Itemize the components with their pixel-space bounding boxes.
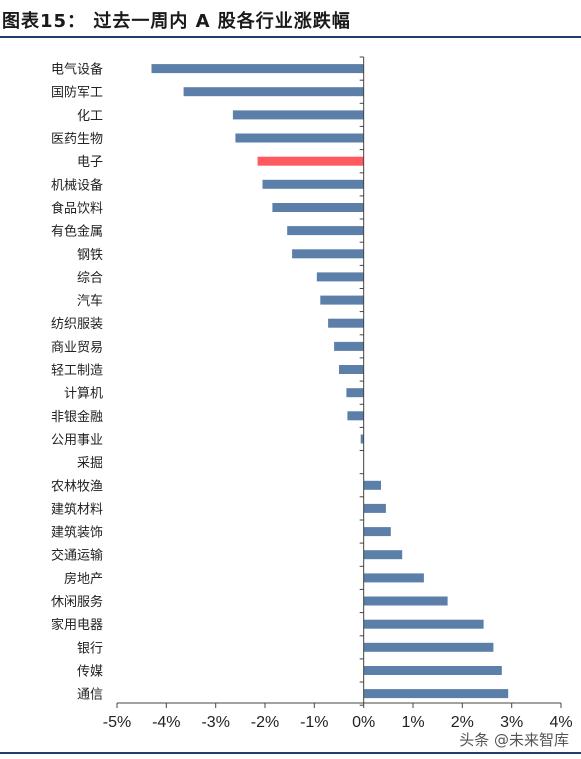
bar-建筑材料 (363, 503, 386, 513)
x-tick-label: -1% (300, 714, 328, 731)
bar-公用事业 (360, 434, 364, 444)
category-label: 医药生物 (51, 132, 103, 147)
bar-休闲服务 (363, 596, 448, 606)
x-tick-label: 4% (549, 714, 572, 731)
x-tick-label: -4% (152, 714, 180, 731)
category-label: 建筑材料 (51, 501, 103, 517)
category-label: 化工 (77, 109, 103, 124)
category-label: 汽车 (77, 293, 103, 309)
category-label: 商业贸易 (51, 340, 103, 355)
bar-轻工制造 (339, 365, 364, 374)
category-label: 电子 (77, 155, 103, 170)
bar-通信 (363, 689, 509, 699)
category-label: 计算机 (64, 387, 103, 402)
category-label: 电气设备 (51, 62, 103, 78)
bar-机械设备 (262, 179, 364, 189)
bar-汽车 (320, 295, 364, 305)
bar-化工 (232, 110, 364, 120)
bar-纺织服装 (328, 318, 364, 328)
bar-商业贸易 (334, 341, 364, 351)
category-label: 国防军工 (51, 85, 103, 101)
x-tick-label: 3% (500, 714, 523, 731)
bar-有色金属 (287, 226, 364, 236)
bar-房地产 (363, 573, 424, 583)
category-label: 非银金融 (51, 409, 103, 425)
category-label: 通信 (77, 688, 103, 703)
bar-建筑装饰 (363, 527, 391, 537)
bar-电子 (257, 156, 364, 166)
category-labels: 电气设备国防军工化工医药生物电子机械设备食品饮料有色金属钢铁综合汽车纺织服装商业… (51, 62, 103, 703)
category-label: 银行 (77, 641, 103, 656)
category-label: 交通运输 (51, 548, 103, 564)
bar-钢铁 (292, 249, 364, 259)
category-label: 钢铁 (77, 248, 103, 263)
x-tick-label: -3% (201, 714, 229, 731)
bottom-rule (0, 752, 581, 754)
bars-layer (151, 64, 509, 699)
category-label: 农林牧渔 (51, 479, 103, 494)
category-label: 公用事业 (51, 433, 103, 448)
x-tick-label: 0% (352, 714, 375, 731)
category-label: 房地产 (64, 571, 103, 587)
bar-传媒 (363, 666, 502, 675)
watermark: 头条 @未来智库 (459, 731, 569, 749)
bar-交通运输 (363, 550, 403, 560)
category-label: 机械设备 (51, 177, 103, 193)
x-tick-label: -5% (103, 714, 131, 731)
category-label: 综合 (77, 271, 103, 286)
x-tick-label: 2% (451, 714, 474, 731)
axes: -5% -4% -3% -2% -1% 0% 1% 2% 3% 4% (103, 56, 573, 731)
category-label: 采掘 (77, 456, 103, 471)
bar-综合 (316, 272, 364, 282)
bar-国防军工 (183, 87, 364, 97)
bar-银行 (363, 642, 494, 652)
category-label: 建筑装饰 (51, 525, 103, 541)
bar-农林牧渔 (363, 480, 381, 490)
category-label: 纺织服装 (51, 317, 103, 332)
category-label: 轻工制造 (51, 364, 103, 379)
bar-计算机 (346, 388, 364, 398)
chart-title: 图表15： 过去一周内 A 股各行业涨跌幅 (2, 11, 351, 32)
bar-电气设备 (151, 64, 364, 74)
category-label: 休闲服务 (51, 594, 103, 610)
x-tick-label: -2% (251, 714, 279, 731)
bar-非银金融 (347, 411, 364, 421)
bar-食品饮料 (272, 203, 364, 212)
title-bar: 图表15： 过去一周内 A 股各行业涨跌幅 (0, 0, 581, 38)
category-label: 家用电器 (51, 617, 103, 633)
category-label: 有色金属 (51, 224, 103, 240)
category-label: 传媒 (77, 665, 103, 680)
x-tick-label: 1% (401, 714, 424, 731)
category-label: 食品饮料 (51, 201, 103, 217)
bar-医药生物 (235, 133, 364, 143)
bar-家用电器 (363, 619, 484, 629)
